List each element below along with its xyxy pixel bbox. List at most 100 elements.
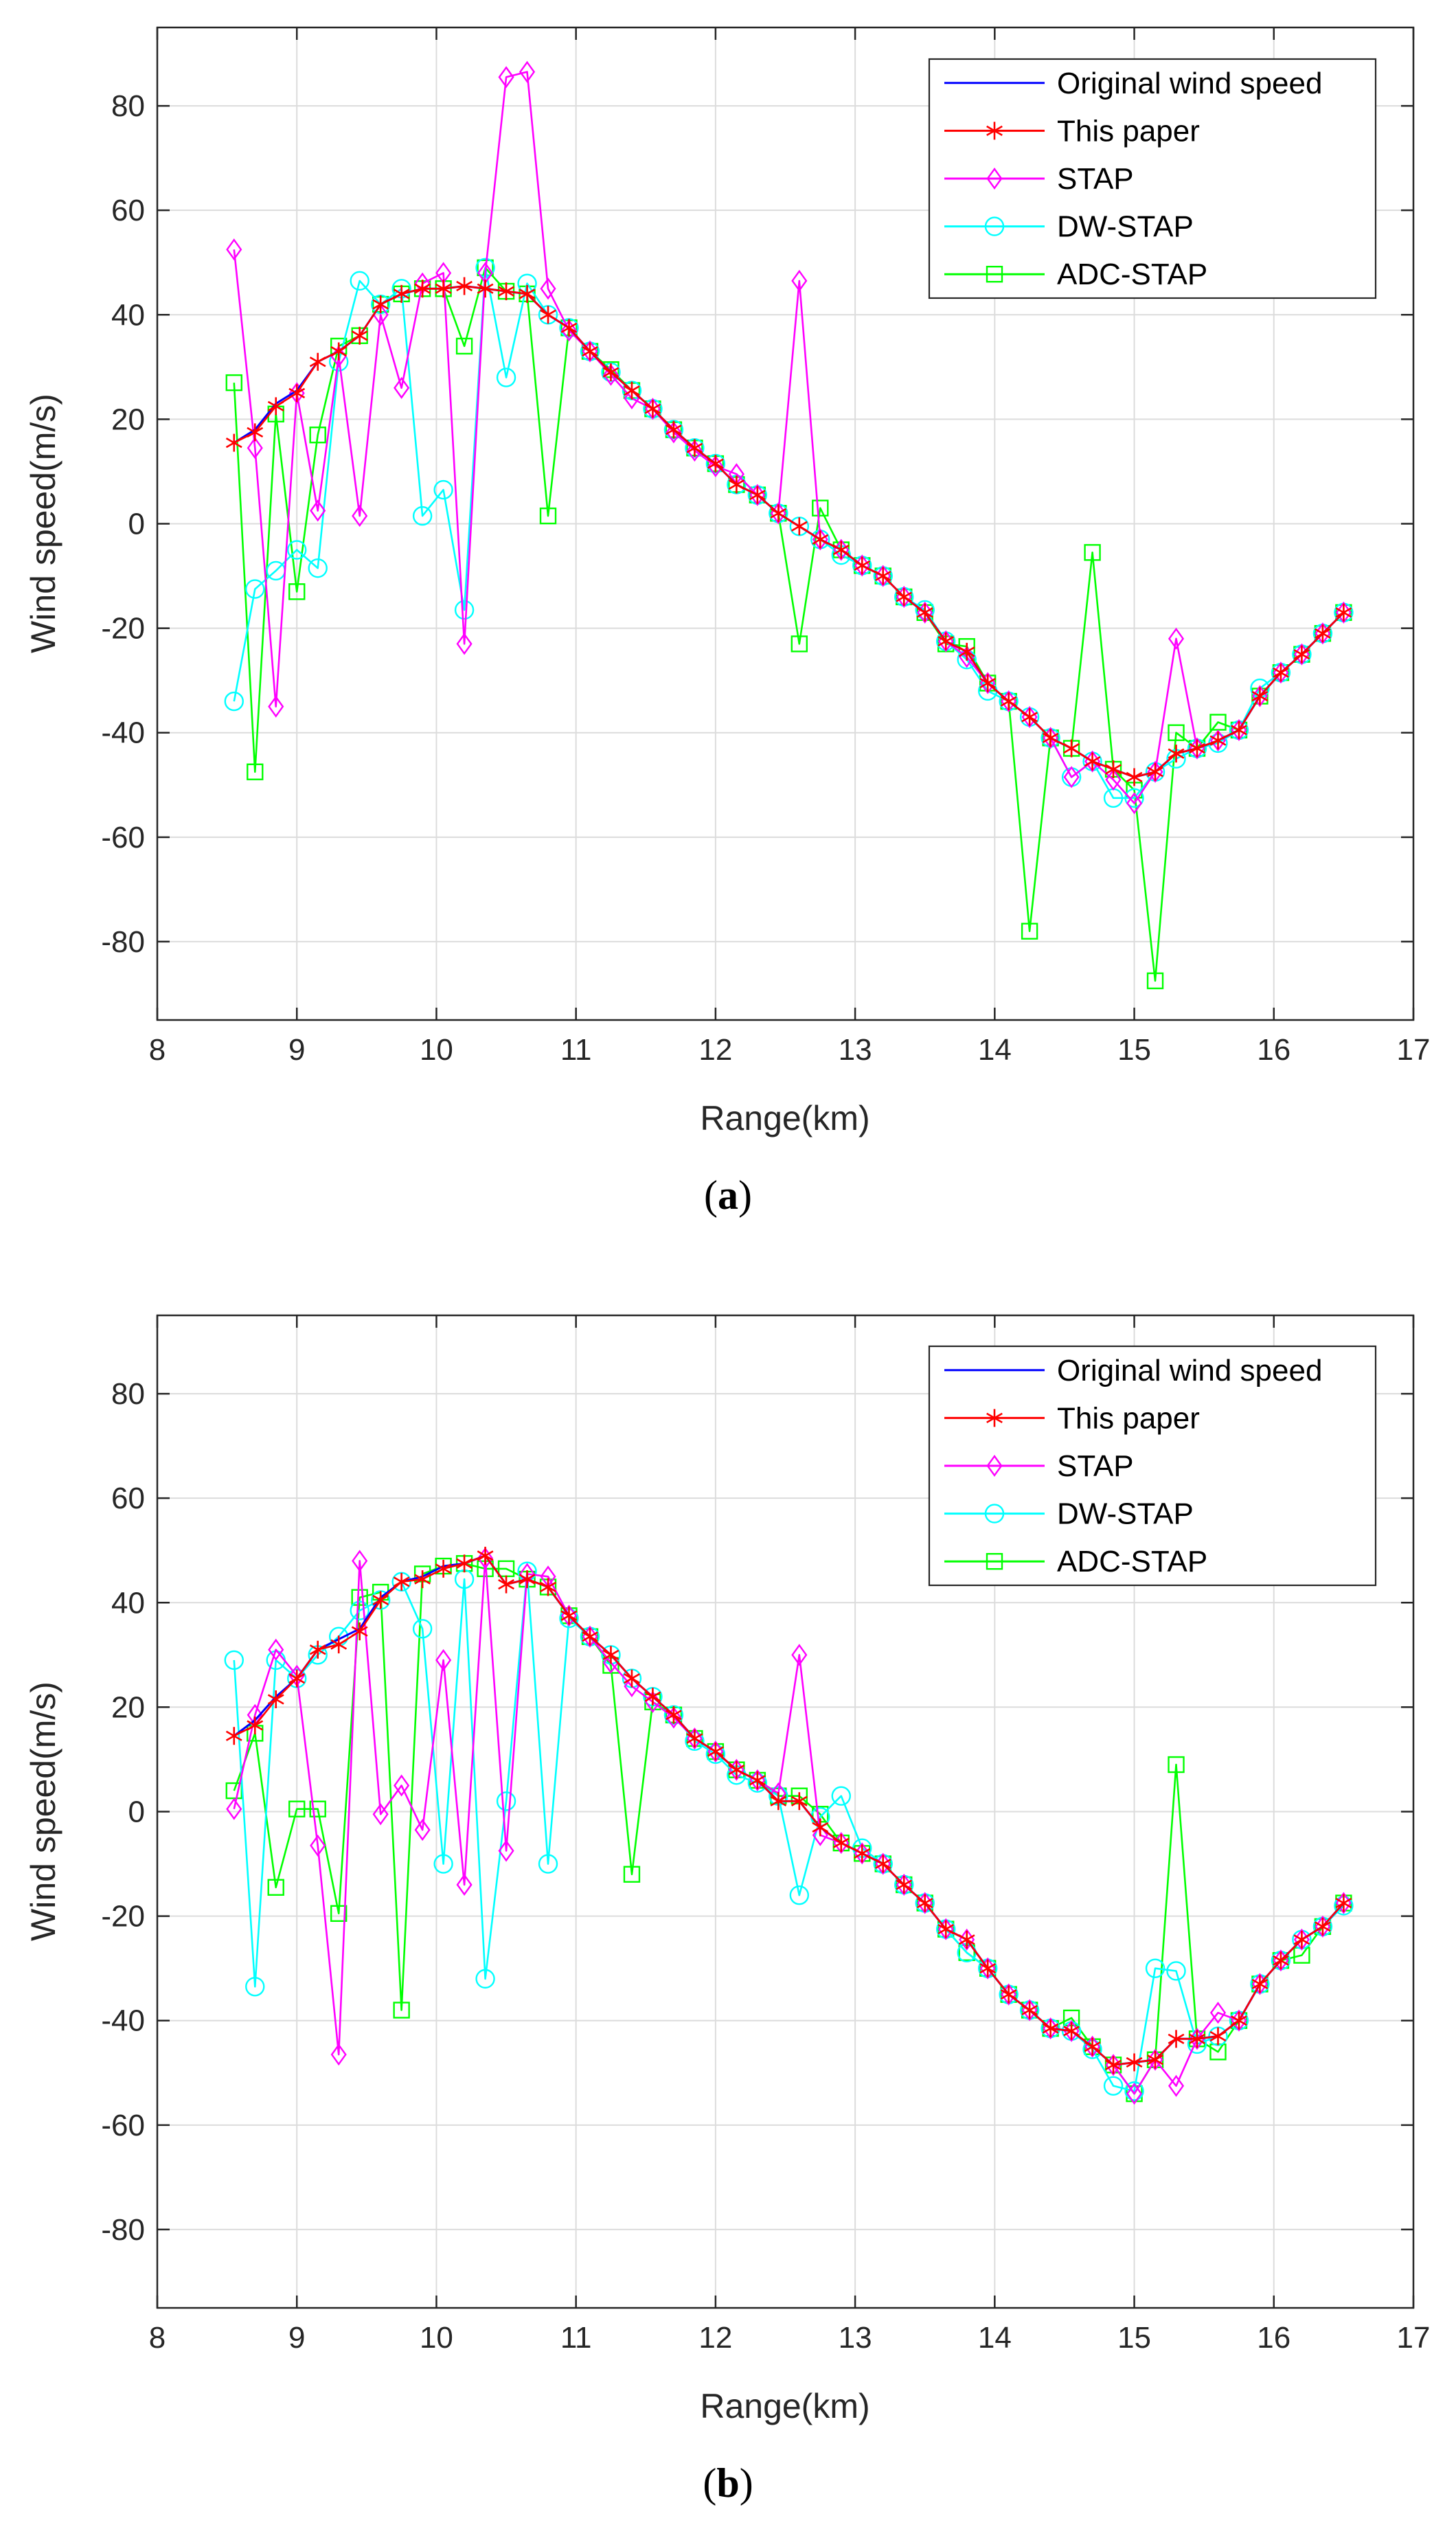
legend-marker-dw-stap [984, 1504, 1005, 1523]
data-point-stap [791, 1644, 808, 1666]
data-point-dw-stap [1145, 1958, 1165, 1978]
data-point-stap [1126, 2083, 1143, 2105]
legend-entry-adc-stap: ADC-STAP [944, 1545, 1207, 1578]
data-point-this-paper [414, 280, 431, 298]
data-point-stap [707, 455, 724, 477]
data-point-this-paper [351, 326, 368, 345]
data-point-dw-stap [308, 558, 328, 578]
panel-label-b-letter: b [716, 2460, 739, 2506]
data-point-this-paper [644, 400, 661, 418]
x-tick-label: 13 [839, 1033, 872, 1067]
data-point-adc-stap [1084, 544, 1101, 561]
data-point-this-paper [1105, 760, 1122, 778]
data-point-this-paper [790, 1792, 808, 1811]
data-point-this-paper [1063, 739, 1080, 758]
data-point-dw-stap [1166, 1961, 1186, 1981]
data-point-this-paper [1000, 1985, 1017, 2004]
data-point-this-paper [435, 1559, 452, 1578]
data-point-stap [498, 1839, 514, 1862]
data-point-this-paper [414, 1570, 431, 1589]
legend-label: DW-STAP [1057, 210, 1194, 244]
data-point-stap [247, 437, 263, 460]
data-point-this-paper [1293, 645, 1310, 664]
x-tick-label: 9 [288, 2321, 305, 2355]
legend-marker-adc-stap [986, 1552, 1003, 1570]
data-point-this-paper [1063, 2021, 1080, 2040]
x-tick-label: 14 [978, 1033, 1012, 1067]
data-point-this-paper [267, 1690, 284, 1708]
data-point-adc-stap [309, 427, 326, 444]
data-point-this-paper [1273, 664, 1289, 682]
data-point-dw-stap [1124, 788, 1144, 808]
data-point-adc-stap [225, 374, 242, 392]
data-point-stap [352, 505, 368, 528]
x-tick-label: 14 [978, 2321, 1012, 2355]
data-point-stap [1168, 2074, 1185, 2097]
data-point-stap [1209, 2002, 1227, 2024]
data-point-this-paper [1042, 729, 1059, 747]
legend-entry-this-paper: This paper [944, 1401, 1200, 1435]
data-point-stap [394, 376, 410, 399]
data-point-this-paper [1126, 2053, 1143, 2072]
legend-entry-dw-stap: DW-STAP [944, 1497, 1194, 1531]
data-point-this-paper [916, 1894, 933, 1912]
data-point-dw-stap [475, 1969, 495, 1989]
data-point-adc-stap [330, 1905, 348, 1923]
data-point-this-paper [1314, 1917, 1331, 1936]
data-point-stap [1168, 627, 1185, 650]
data-point-dw-stap [350, 1600, 369, 1620]
x-tick-label: 8 [149, 2321, 166, 2355]
data-point-this-paper [1084, 752, 1101, 771]
data-point-this-paper [247, 1716, 264, 1735]
y-tick-label: -80 [101, 925, 145, 959]
panel-label-b: (b) [703, 2460, 753, 2506]
data-point-stap [268, 1638, 284, 1661]
data-point-adc-stap [288, 583, 306, 600]
data-point-adc-stap [812, 499, 829, 517]
data-point-this-paper [540, 1578, 556, 1596]
data-point-this-paper [288, 1669, 306, 1688]
y-tick-label: 80 [111, 1377, 145, 1411]
data-point-this-paper [812, 1818, 829, 1837]
data-point-this-paper [916, 603, 933, 622]
data-point-this-paper [1042, 2019, 1059, 2038]
data-point-this-paper [498, 1575, 514, 1594]
legend-label: ADC-STAP [1057, 258, 1207, 291]
data-point-this-paper [267, 397, 284, 416]
data-point-this-paper [979, 1959, 997, 1978]
data-point-this-paper [372, 295, 389, 314]
y-tick-label: 80 [111, 89, 145, 123]
data-point-stap [394, 1774, 410, 1797]
data-point-dw-stap [433, 1854, 453, 1874]
data-point-this-paper [456, 277, 473, 295]
data-point-stap [372, 1803, 389, 1826]
data-point-dw-stap [412, 1619, 433, 1639]
data-point-this-paper [1251, 687, 1269, 705]
data-point-stap [226, 1798, 242, 1820]
x-tick-label: 16 [1257, 1033, 1290, 1067]
data-point-this-paper [644, 1688, 661, 1706]
data-point-this-paper [309, 1640, 326, 1659]
panel-label-a-letter: a [718, 1172, 738, 1218]
data-point-this-paper [1021, 2001, 1038, 2019]
data-point-adc-stap [623, 1866, 641, 1883]
x-axis-title-b: Range(km) [700, 2387, 869, 2425]
data-point-this-paper [896, 1875, 913, 1894]
legend-entry-this-paper: This paper [944, 114, 1200, 148]
legend-label: DW-STAP [1057, 1497, 1194, 1531]
data-point-this-paper [477, 1546, 494, 1565]
data-point-adc-stap [288, 1800, 306, 1817]
data-point-stap [1105, 769, 1122, 791]
data-point-stap [268, 695, 284, 718]
data-point-adc-stap [247, 763, 264, 780]
data-point-stap [519, 60, 536, 83]
data-point-this-paper [582, 342, 598, 361]
x-tick-label: 8 [149, 1033, 166, 1067]
data-point-this-paper [686, 1730, 703, 1748]
x-tick-label: 16 [1257, 2321, 1290, 2355]
data-point-this-paper [1273, 1951, 1289, 1970]
y-tick-label: -40 [101, 716, 145, 750]
panel-label-a: (a) [704, 1172, 752, 1218]
legend-label: This paper [1057, 1401, 1200, 1435]
